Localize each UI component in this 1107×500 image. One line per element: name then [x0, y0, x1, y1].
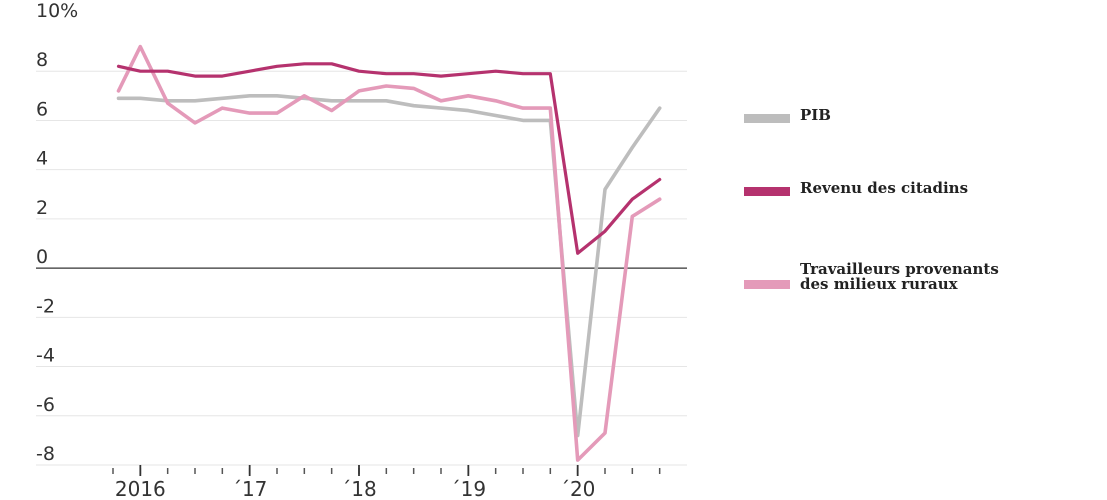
y-tick-label: 10% [36, 0, 78, 22]
y-tick-label: -6 [36, 394, 55, 416]
y-tick-label: -4 [36, 345, 55, 367]
x-tick-label: 2016 [115, 477, 166, 500]
legend-item-revenu-citadins: Revenu des citadins [744, 181, 968, 196]
series-lines [116, 44, 662, 462]
legend-label-travailleurs-ruraux: Travailleurs provenants des milieux rura… [800, 260, 999, 293]
legend-label-revenu-citadins: Revenu des citadins [800, 179, 969, 197]
x-tick-label: ´18 [341, 477, 376, 500]
legend-item-pib: PIB [744, 108, 831, 123]
grid-lines [36, 70, 687, 466]
y-axis-labels: 10% 8 6 4 2 0 -2 -4 -6 -8 [36, 0, 78, 465]
legend-swatch-revenu-citadins [744, 187, 790, 196]
y-tick-label: 6 [36, 98, 48, 120]
legend-label-pib: PIB [800, 106, 831, 124]
series-line-pib [116, 94, 662, 438]
series-line-revenu-citadins [116, 62, 662, 255]
legend-swatch-travailleurs-ruraux [744, 280, 790, 289]
x-tick-label: ´20 [560, 477, 595, 500]
legend-swatch-pib [744, 114, 790, 123]
x-axis: 2016 ´17 ´18 ´19 ´20 [112, 465, 661, 500]
y-tick-label: 2 [36, 197, 48, 219]
legend-item-travailleurs-ruraux: Travailleurs provenants des milieux rura… [744, 262, 1030, 292]
x-tick-label: ´17 [232, 477, 267, 500]
y-tick-label: -2 [36, 295, 55, 317]
x-tick-label: ´19 [451, 477, 486, 500]
y-tick-label: -8 [36, 443, 55, 465]
y-tick-label: 4 [36, 148, 48, 170]
y-tick-label: 0 [36, 246, 48, 268]
y-tick-label: 8 [36, 49, 48, 71]
series-line-travailleurs-ruraux [116, 44, 662, 462]
